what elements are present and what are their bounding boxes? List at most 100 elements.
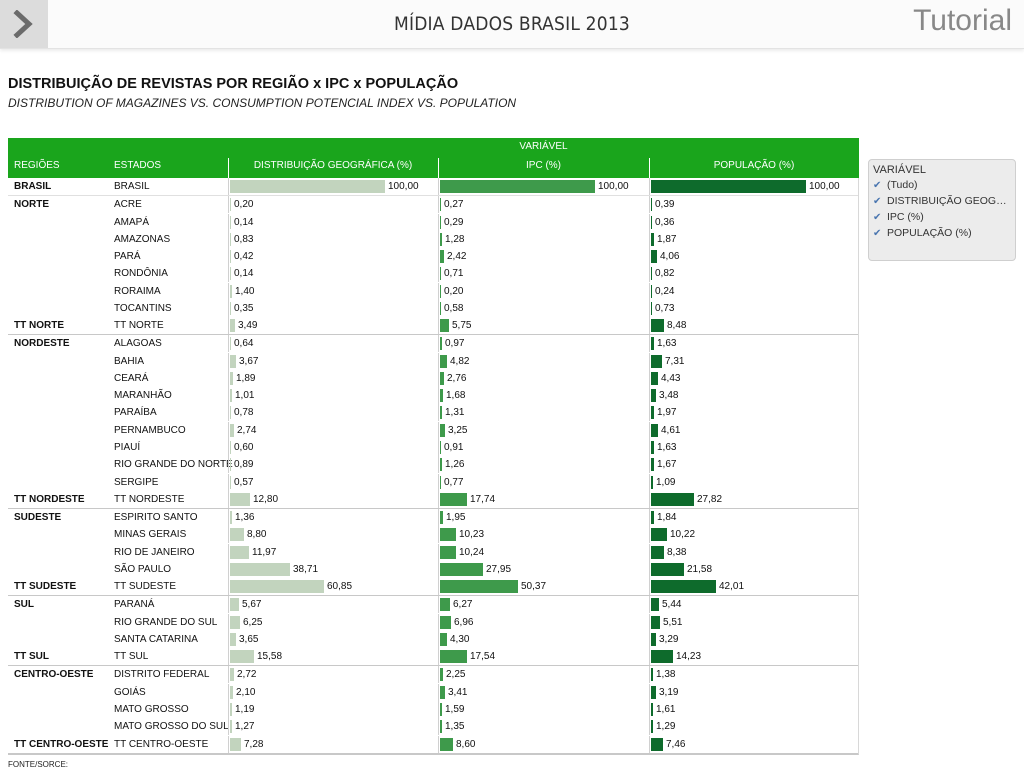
ipc-bar (440, 580, 518, 594)
distribuicao-cell: 1,40 (228, 282, 439, 300)
state-cell: RONDÔNIA (114, 268, 168, 280)
table-total-row: BRASIL BRASIL 100,00 100,00 100,00 (8, 178, 860, 197)
checkmark-icon: ✔ (873, 196, 882, 207)
ipc-value: 4,82 (450, 355, 470, 367)
distribuicao-bar (230, 423, 234, 437)
ipc-cell: 1,59 (438, 700, 650, 718)
distribuicao-bar (230, 232, 231, 246)
populacao-value: 1,63 (657, 338, 677, 350)
ipc-cell: 1,35 (438, 718, 650, 736)
populacao-value: 1,09 (656, 476, 676, 488)
ipc-value: 17,54 (470, 651, 496, 663)
distribuicao-value: 3,65 (239, 633, 259, 645)
distribuicao-cell: 3,49 (228, 317, 439, 335)
checkmark-icon: ✔ (873, 228, 882, 239)
ipc-bar (440, 406, 442, 420)
populacao-value: 0,73 (655, 302, 675, 314)
filter-item-distribuicao[interactable]: ✔DISTRIBUIÇÃO GEOGRÁFICA (%) (873, 195, 1013, 207)
tutorial-link[interactable]: Tutorial (913, 4, 1012, 37)
distribuicao-value: 1,40 (235, 285, 255, 297)
ipc-bar (440, 423, 445, 437)
ipc-cell: 0,77 (438, 473, 650, 491)
ipc-value: 2,25 (446, 669, 466, 681)
populacao-value: 4,06 (660, 251, 680, 263)
populacao-cell: 1,09 (649, 473, 860, 491)
filter-item-tudo[interactable]: ✔ (Tudo) (873, 179, 918, 191)
populacao-bar (651, 301, 652, 315)
state-cell: ALAGOAS (114, 338, 162, 350)
populacao-cell: 1,38 (649, 666, 860, 684)
table-total-row: TT SUL TT SUL 15,58 17,54 14,23 (8, 648, 858, 667)
ipc-bar (440, 232, 442, 246)
checkmark-icon: ✔ (873, 212, 882, 223)
populacao-value: 42,01 (719, 581, 745, 593)
header-separator (228, 158, 229, 178)
distribuicao-value: 6,25 (243, 616, 263, 628)
ipc-bar (440, 215, 441, 229)
distribuicao-bar (230, 562, 290, 576)
populacao-bar (651, 545, 664, 559)
table-row: SERGIPE 0,57 0,77 1,09 (8, 473, 860, 491)
populacao-value: 1,67 (657, 459, 677, 471)
filter-item-ipc[interactable]: ✔ IPC (%) (873, 211, 924, 223)
state-cell: TT SUL (114, 651, 149, 663)
filter-title: VARIÁVEL (873, 164, 926, 176)
app-title: MÍDIA DADOS BRASIL 2013 (394, 13, 630, 35)
ipc-bar (440, 545, 456, 559)
state-cell: PARÁ (114, 251, 141, 263)
populacao-value: 1,87 (657, 233, 677, 245)
region-cell: CENTRO-OESTE (14, 669, 94, 681)
ipc-value: 1,26 (445, 459, 465, 471)
populacao-cell: 100,00 (649, 178, 860, 195)
table-row: CENTRO-OESTE DISTRITO FEDERAL 2,72 2,25 1,38 (8, 666, 860, 684)
distribuicao-value: 2,10 (236, 686, 256, 698)
populacao-value: 1,61 (656, 703, 676, 715)
ipc-cell: 2,42 (438, 248, 650, 266)
distribuicao-value: 0,42 (234, 251, 254, 263)
distribuicao-bar (230, 545, 249, 559)
populacao-cell: 7,31 (649, 352, 860, 370)
ipc-cell: 0,91 (438, 438, 650, 456)
distribuicao-bar (230, 198, 231, 212)
ipc-cell: 0,71 (438, 265, 650, 283)
state-cell: BAHIA (114, 355, 145, 367)
populacao-cell: 5,51 (649, 613, 860, 631)
back-button[interactable] (0, 0, 48, 48)
distribuicao-value: 5,67 (242, 599, 262, 611)
ipc-value: 1,28 (445, 233, 465, 245)
table-row: PIAUÍ 0,60 0,91 1,63 (8, 438, 858, 456)
ipc-value: 3,41 (448, 686, 468, 698)
region-cell: SUDESTE (14, 512, 62, 524)
distribuicao-value: 11,97 (252, 546, 277, 558)
ipc-value: 0,91 (444, 441, 464, 453)
distribuicao-cell: 8,80 (228, 526, 439, 544)
distribuicao-cell: 5,67 (228, 596, 439, 614)
distribuicao-value: 0,14 (234, 268, 254, 280)
populacao-cell: 10,22 (649, 526, 860, 544)
populacao-bar (651, 458, 654, 472)
ipc-bar (440, 250, 444, 264)
distribuicao-bar (230, 737, 241, 751)
distribuicao-cell: 12,80 (228, 490, 439, 508)
distribuicao-bar (230, 301, 231, 315)
state-cell: SERGIPE (114, 476, 159, 488)
ipc-cell: 17,54 (438, 648, 650, 666)
distribuicao-cell: 15,58 (228, 648, 439, 666)
ipc-bar (440, 632, 447, 646)
ipc-cell: 50,37 (438, 578, 650, 596)
distribuicao-value: 3,67 (239, 355, 259, 367)
populacao-value: 1,97 (657, 407, 677, 419)
distribuicao-value: 0,78 (234, 407, 254, 419)
populacao-value: 1,38 (656, 669, 676, 681)
region-cell: NORDESTE (14, 338, 70, 350)
ipc-cell: 100,00 (438, 178, 650, 195)
ipc-value: 3,25 (448, 424, 468, 436)
state-cell: PIAUÍ (114, 441, 141, 453)
populacao-cell: 1,63 (649, 335, 860, 353)
distribuicao-value: 38,71 (293, 563, 319, 575)
state-cell: MINAS GERAIS (114, 529, 187, 541)
filter-item-populacao[interactable]: ✔ POPULAÇÃO (%) (873, 227, 972, 239)
header-separator (438, 158, 439, 178)
distribuicao-value: 0,89 (234, 459, 254, 471)
ipc-bar (440, 650, 467, 664)
